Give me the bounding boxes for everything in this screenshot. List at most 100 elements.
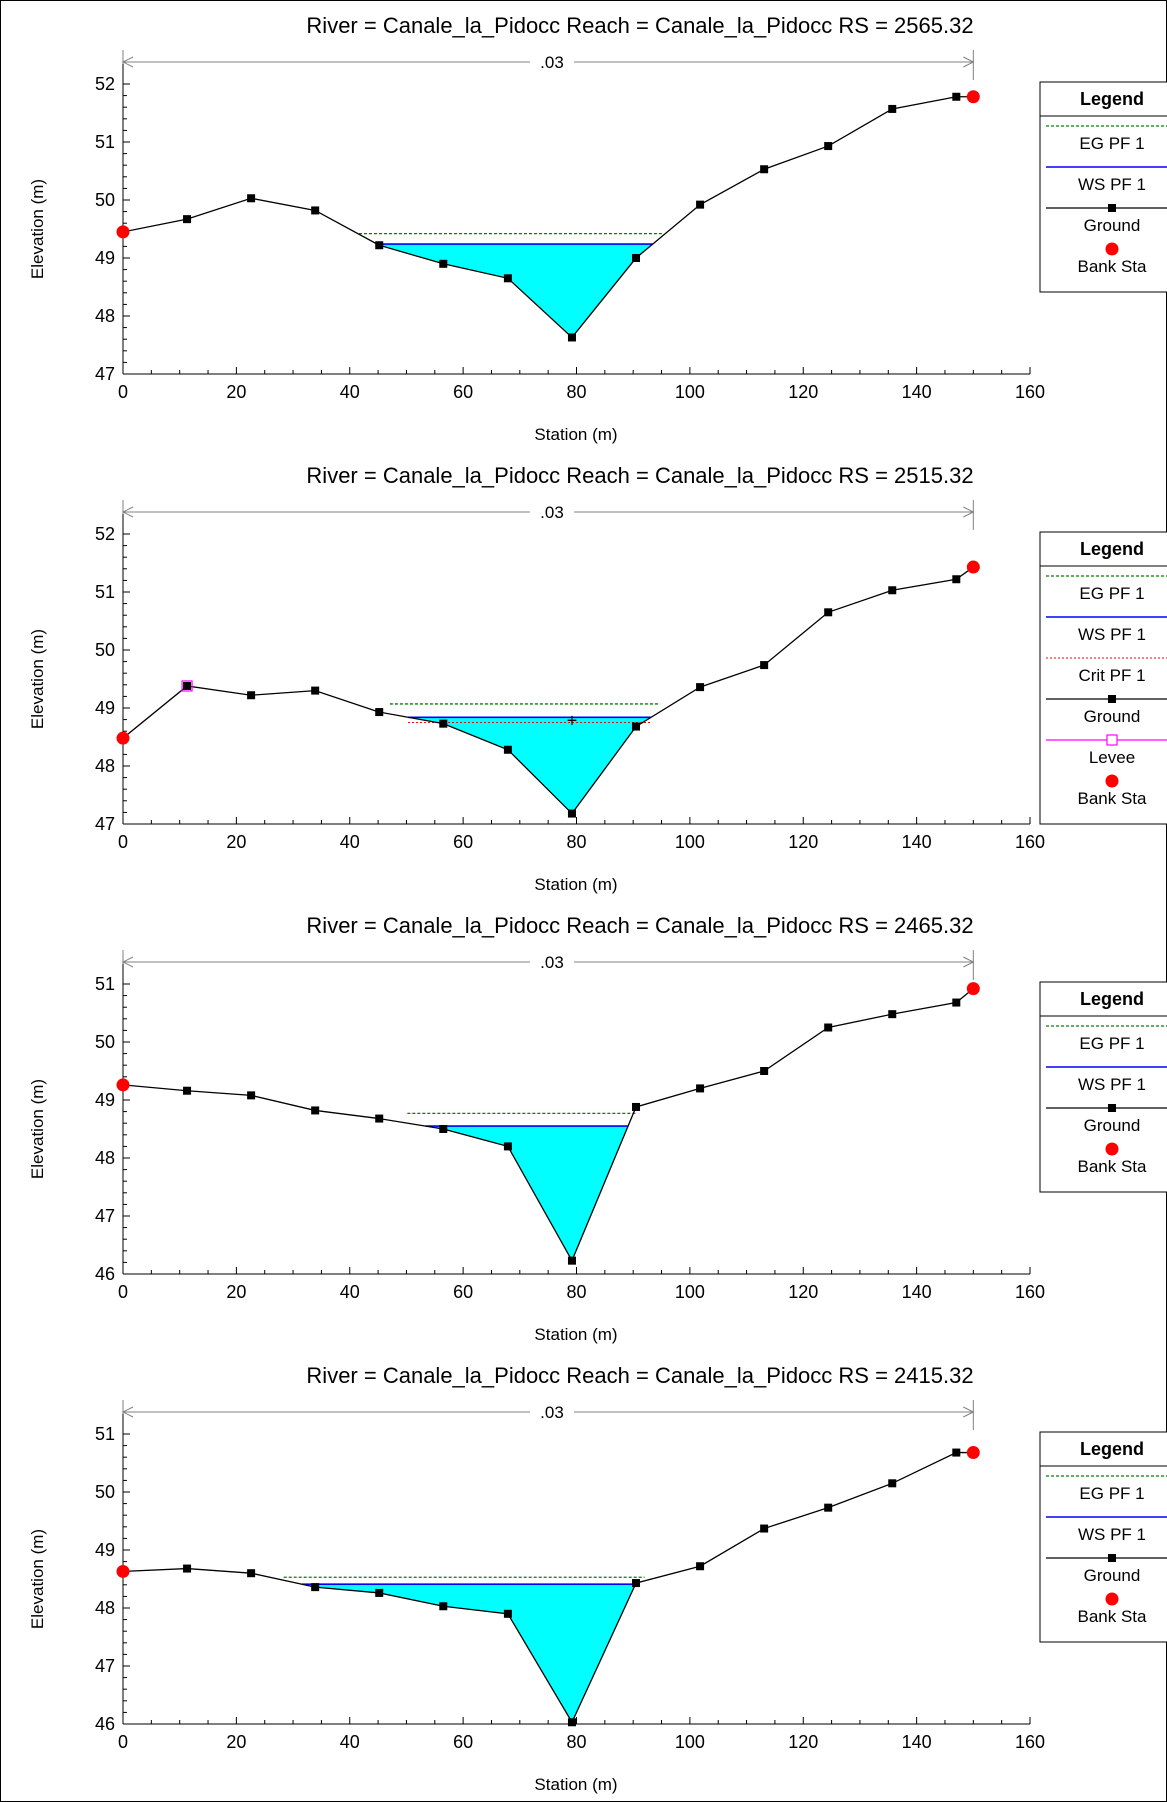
x-tick-label: 40: [340, 382, 360, 402]
x-tick-label: 80: [566, 382, 586, 402]
x-tick-label: 120: [788, 832, 818, 852]
x-axis-label: Station (m): [534, 1325, 617, 1344]
manning-n-bar: .03: [121, 1400, 975, 1430]
manning-n-label: .03: [540, 503, 564, 522]
ground-point: [952, 1448, 961, 1457]
x-tick-label: 100: [675, 382, 705, 402]
bank-station-marker: [116, 1564, 130, 1578]
x-tick-label: 20: [226, 1282, 246, 1302]
y-tick-label: 49: [95, 698, 115, 718]
x-tick-label: 60: [453, 1732, 473, 1752]
ground-point: [503, 745, 512, 754]
x-tick-label: 60: [453, 382, 473, 402]
manning-n-label: .03: [540, 1403, 564, 1422]
legend-title: Legend: [1080, 1439, 1144, 1459]
legend-swatch-ground-point: [1108, 204, 1116, 212]
manning-n-right-arrow: [963, 956, 975, 968]
manning-n-label: .03: [540, 953, 564, 972]
y-axis-label: Elevation (m): [28, 179, 47, 279]
ground-point: [952, 998, 961, 1007]
ground-point: [375, 708, 384, 717]
legend-title: Legend: [1080, 989, 1144, 1009]
ground-point: [439, 1125, 448, 1133]
legend-item-label: EG PF 1: [1079, 1484, 1144, 1503]
x-tick-label: 0: [118, 1732, 128, 1752]
manning-n-bar: .03: [121, 950, 975, 980]
ground-point: [567, 809, 576, 818]
x-tick-label: 40: [340, 1732, 360, 1752]
ground-point: [567, 1718, 576, 1727]
x-tick-label: 160: [1015, 832, 1045, 852]
ground-point: [439, 259, 448, 268]
x-tick-label: 20: [226, 1732, 246, 1752]
ground-point: [375, 241, 384, 250]
ground-point: [247, 1569, 256, 1578]
y-tick-label: 52: [95, 74, 115, 94]
legend-swatch-ground-point: [1108, 695, 1116, 703]
legend-item-label: Ground: [1084, 1566, 1141, 1585]
legend-swatch-bank: [1105, 774, 1119, 788]
x-axis-label: Station (m): [534, 875, 617, 894]
water-area: [301, 1584, 636, 1723]
ground-point: [183, 215, 192, 224]
y-tick-label: 51: [95, 132, 115, 152]
legend-item-label: EG PF 1: [1079, 584, 1144, 603]
ground-point: [696, 1562, 705, 1571]
legend-item-label: WS PF 1: [1078, 625, 1146, 644]
ground-point: [567, 333, 576, 342]
legend-item-label: Ground: [1084, 216, 1141, 235]
manning-n-label-bg: [530, 50, 574, 72]
y-axis-label: Elevation (m): [28, 1529, 47, 1629]
y-tick-label: 50: [95, 190, 115, 210]
x-tick-label: 20: [226, 382, 246, 402]
manning-n-left-arrow: [121, 506, 134, 518]
ground-point: [247, 1091, 256, 1100]
manning-n-bar: .03: [121, 50, 975, 80]
chart-panel-1: River = Canale_la_Pidocc Reach = Canale_…: [28, 13, 1167, 444]
y-tick-label: 46: [95, 1714, 115, 1734]
chart-title: River = Canale_la_Pidocc Reach = Canale_…: [306, 1363, 973, 1388]
x-tick-label: 160: [1015, 1732, 1045, 1752]
x-tick-label: 160: [1015, 382, 1045, 402]
y-tick-label: 50: [95, 1032, 115, 1052]
y-tick-label: 47: [95, 1206, 115, 1226]
y-tick-label: 51: [95, 1424, 115, 1444]
ground-point: [760, 661, 769, 670]
manning-n-right-arrow: [963, 506, 975, 518]
x-tick-label: 140: [902, 1282, 932, 1302]
ground-point: [247, 194, 256, 203]
y-tick-label: 49: [95, 248, 115, 268]
y-tick-label: 50: [95, 640, 115, 660]
ground-point: [760, 165, 769, 174]
x-tick-label: 100: [675, 1282, 705, 1302]
chart-panel-2: River = Canale_la_Pidocc Reach = Canale_…: [28, 463, 1167, 894]
bank-station-marker: [966, 1446, 980, 1460]
ground-point: [888, 1010, 897, 1019]
legend-box: [1039, 81, 1167, 293]
x-axis-label: Station (m): [534, 425, 617, 444]
ground-point: [760, 1067, 769, 1075]
y-tick-label: 48: [95, 756, 115, 776]
manning-n-bar: .03: [121, 500, 975, 530]
legend-item-label: Bank Sta: [1078, 1157, 1148, 1176]
ground-point: [311, 686, 320, 695]
ground-point: [824, 1023, 833, 1032]
ground-point: [824, 608, 833, 617]
ground-point: [503, 274, 512, 283]
legend-title: Legend: [1080, 539, 1144, 559]
ground-point: [311, 1583, 320, 1592]
legend-title: Legend: [1080, 89, 1144, 109]
manning-n-left-arrow: [121, 1406, 134, 1418]
x-tick-label: 40: [340, 832, 360, 852]
ground-point: [503, 1609, 512, 1618]
ground-point: [183, 1086, 192, 1095]
legend-box: [1039, 981, 1167, 1193]
legend-swatch-bank: [1105, 1592, 1119, 1606]
legend-item-label: EG PF 1: [1079, 1034, 1144, 1053]
x-tick-label: 0: [118, 1282, 128, 1302]
legend-item-label: Levee: [1089, 748, 1135, 767]
x-tick-label: 120: [788, 1732, 818, 1752]
ground-point: [247, 691, 256, 700]
manning-n-left-arrow: [121, 56, 134, 68]
